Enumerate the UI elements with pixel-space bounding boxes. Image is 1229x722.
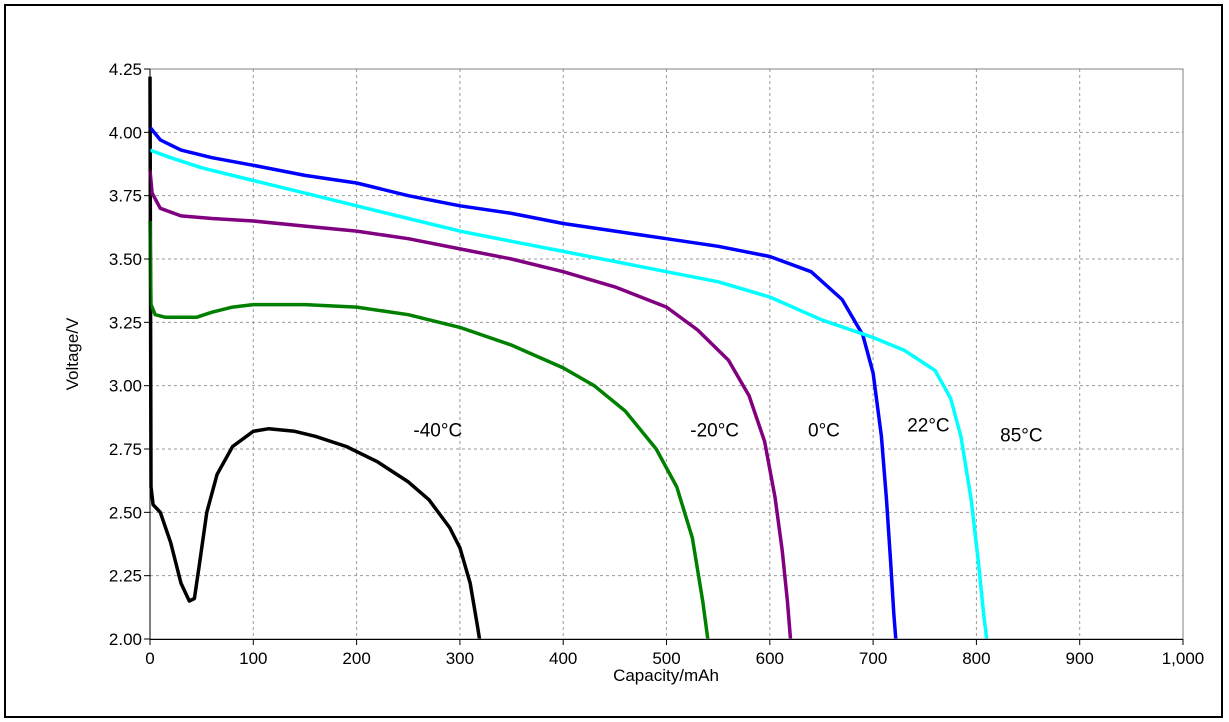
x-tick-label: 100 xyxy=(239,649,267,668)
y-axis-label: Voltage/V xyxy=(63,317,82,390)
voltage-capacity-chart: 0 100 200 300 400 500 600 700 800 900 1,000 2.00 2.2… xyxy=(63,60,1204,685)
y-tick-label: 3.50 xyxy=(109,250,142,269)
series-line xyxy=(148,126,898,640)
y-tick-label: 2.75 xyxy=(109,440,142,459)
x-tick-label: 500 xyxy=(652,649,680,668)
series-annotation: 85°C xyxy=(1000,425,1042,446)
grid xyxy=(150,69,1183,639)
series-line xyxy=(148,220,710,640)
x-tick-label: 800 xyxy=(962,649,990,668)
x-tick-label: 200 xyxy=(342,649,370,668)
y-tick-label: 3.75 xyxy=(109,187,142,206)
y-tick-label: 4.25 xyxy=(109,60,142,79)
series-annotation: -40°C xyxy=(413,420,462,441)
series-annotations: -40°C -20°C 0°C 22°C 85°C xyxy=(413,415,1042,446)
x-tick-label: 400 xyxy=(549,649,577,668)
x-tick-label: 0 xyxy=(145,649,154,668)
x-tick-label: 700 xyxy=(859,649,887,668)
x-axis-label: Capacity/mAh xyxy=(613,666,719,685)
y-tick-label: 2.50 xyxy=(109,503,142,522)
x-tick-label: 600 xyxy=(756,649,784,668)
series-lines xyxy=(148,76,989,640)
series-annotation: 22°C xyxy=(907,415,949,436)
x-tick-label: 900 xyxy=(1066,649,1094,668)
series-line xyxy=(148,76,482,640)
x-tick-label: 1,000 xyxy=(1162,649,1205,668)
y-tick-label: 3.00 xyxy=(109,377,142,396)
y-tick-label: 3.25 xyxy=(109,313,142,332)
series-line xyxy=(149,148,989,640)
axis-ticks: 0 100 200 300 400 500 600 700 800 900 1,000 2.00 2.2… xyxy=(109,60,1204,668)
y-tick-label: 4.00 xyxy=(109,123,142,142)
series-line xyxy=(148,170,793,640)
series-annotation: 0°C xyxy=(808,420,840,441)
y-tick-label: 2.00 xyxy=(109,630,142,649)
chart-frame: 0 100 200 300 400 500 600 700 800 900 1,000 2.00 2.2… xyxy=(4,4,1223,718)
y-tick-label: 2.25 xyxy=(109,567,142,586)
x-tick-label: 300 xyxy=(446,649,474,668)
series-annotation: -20°C xyxy=(690,420,739,441)
